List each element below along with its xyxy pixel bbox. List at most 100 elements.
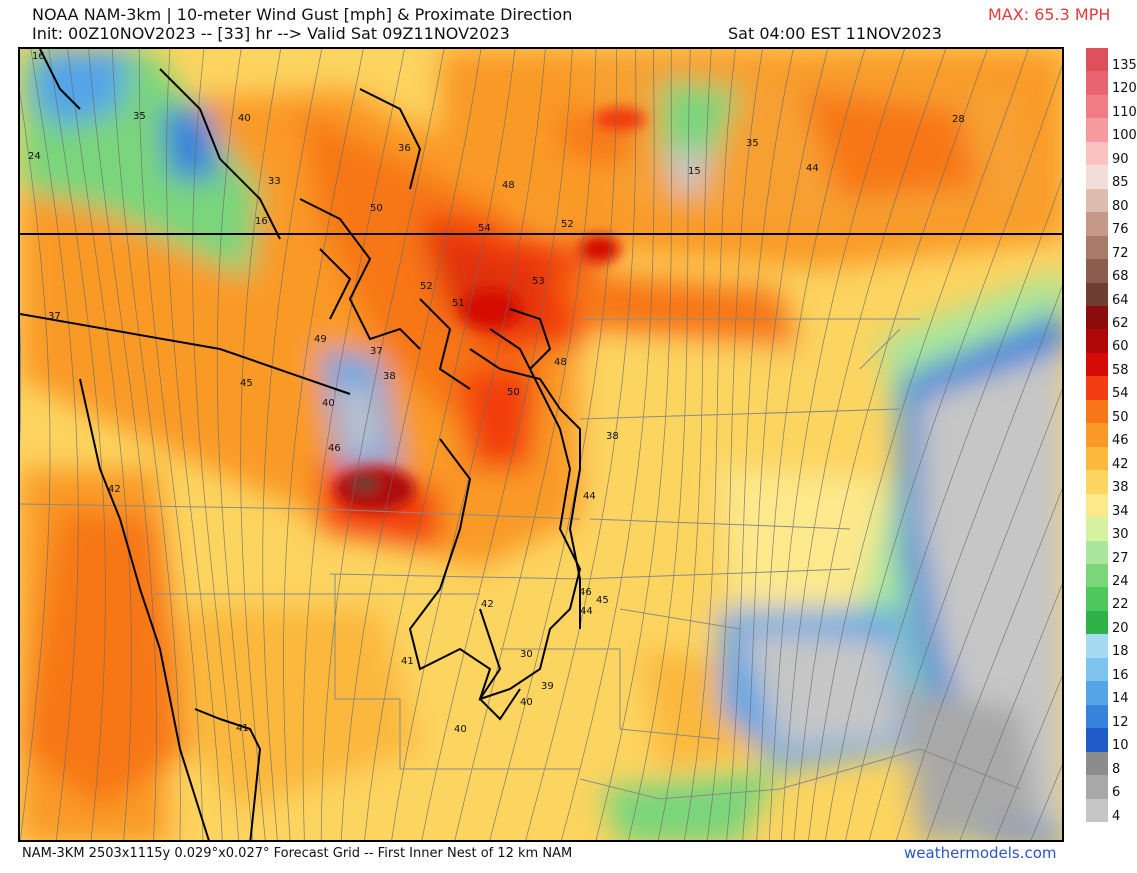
colorbar-segment [1086,259,1108,284]
colorbar-tick-label: 120 [1112,81,1137,97]
colorbar-tick-label: 24 [1112,574,1129,589]
colorbar-tick-label: 54 [1112,386,1129,402]
streamline [808,49,1029,840]
colorbar-tick-label: 80 [1112,198,1129,214]
init-valid-line: Init: 00Z10NOV2023 -- [33] hr --> Valid … [32,24,510,43]
streamline [742,49,828,840]
streamline [302,49,405,840]
streamline [684,49,736,840]
colorbar-tick-label: 50 [1112,409,1129,425]
streamline [525,49,637,840]
streamline [421,49,573,840]
streamline [628,49,691,840]
colorbar-tick-label: 20 [1112,620,1129,636]
contour-label: 41 [401,656,414,667]
colorbar-tick-label: 100 [1112,128,1137,144]
colorbar-tick-label: 18 [1112,644,1129,660]
colorbar-segment [1086,141,1108,166]
contour-label: 40 [454,724,467,735]
colorbar-tick-label: 85 [1112,175,1129,191]
contour-label: 40 [238,113,251,124]
colorbar-segment [1086,751,1108,776]
colorbar-segment [1086,188,1108,213]
colorbar-tick-label: 110 [1112,104,1137,120]
colorbar-segment [1086,470,1108,495]
colorbar-tick-label: 8 [1112,761,1121,777]
map-canvas: 35 40 24 33 16 36 48 50 54 52 53 35 44 2… [20,49,1062,840]
colorbar-segment [1086,798,1108,823]
streamline [561,49,655,840]
colorbar-tick-label: 68 [1112,269,1129,285]
contour-label: 52 [420,281,433,292]
colorbar-segment [1086,212,1108,237]
streamline [768,49,905,840]
contour-label: 16 [255,216,268,227]
colorbar-segment [1086,118,1108,143]
streamline [67,49,132,840]
colorbar-segment [1086,352,1108,377]
brand-link[interactable]: weathermodels.com [904,844,1057,862]
streamline [489,49,618,840]
contour-label: 51 [452,298,465,309]
colorbar-segment [1086,71,1108,96]
contour-label: 46 [328,443,341,454]
streamline [595,49,672,840]
colorbar-tick-label: 4 [1112,808,1121,824]
colorbar-tick-label: 64 [1112,292,1129,308]
colorbar-segment [1086,775,1108,800]
colorbar-tick-label: 42 [1112,456,1129,472]
colorbar-segment [1086,634,1108,659]
contour-label: 40 [322,398,335,409]
colorbar-tick-label: 14 [1112,691,1129,707]
contour-label: 28 [952,114,965,125]
contour-label: 16 [32,51,45,62]
streamline [138,49,204,840]
colorbar-tick-label: 62 [1112,316,1129,331]
streamline [20,317,22,447]
streamline [262,49,323,840]
contour-label: 30 [520,649,533,660]
streamline [926,487,1062,840]
streamline [166,49,223,840]
colorbar-segment [1086,94,1108,119]
streamline [756,49,866,840]
colorbar-segment [1086,376,1108,401]
colorbar-tick-label: 27 [1112,550,1129,566]
contour-label: 41 [236,723,249,734]
streamline [20,91,51,840]
streamline [726,49,794,840]
streamline [657,49,712,840]
contour-label: 39 [541,681,554,692]
colorbar-tick-label: 22 [1112,597,1129,613]
streamline [192,49,240,840]
max-gust-value: MAX: 65.3 MPH [988,5,1111,24]
colorbar-tick-label: 6 [1112,785,1121,801]
contour-label: 44 [806,163,819,174]
colorbar-segment [1086,306,1108,330]
contour-label: 48 [554,357,567,368]
colorbar-segment [1086,728,1108,753]
streamline [780,49,947,840]
valid-local-time: Sat 04:00 EST 11NOV2023 [728,24,942,43]
streamline [825,64,1062,840]
colorbar-tick-label: 16 [1112,667,1129,683]
colorbar-segment [1086,587,1108,612]
colorbar-tick-label: 38 [1112,480,1129,496]
contour-label: 37 [48,311,61,322]
streamline [868,285,1062,840]
streamline [240,49,282,840]
streamline [959,583,1062,840]
contour-label: 42 [108,484,121,495]
colorbar-segment [1086,610,1108,635]
contour-label: 33 [268,176,281,187]
colorbar-tick-label: 76 [1112,222,1129,238]
streamline [793,49,988,840]
colorbar-segment [1086,681,1108,706]
contour-label: 24 [28,151,41,162]
contour-label: 48 [502,180,515,191]
colorbar-tick-label: 10 [1112,738,1129,754]
contour-label: 37 [370,346,383,357]
colorbar-segment [1086,399,1108,424]
contour-label: 50 [507,387,520,398]
colorbar-segment [1086,235,1108,260]
